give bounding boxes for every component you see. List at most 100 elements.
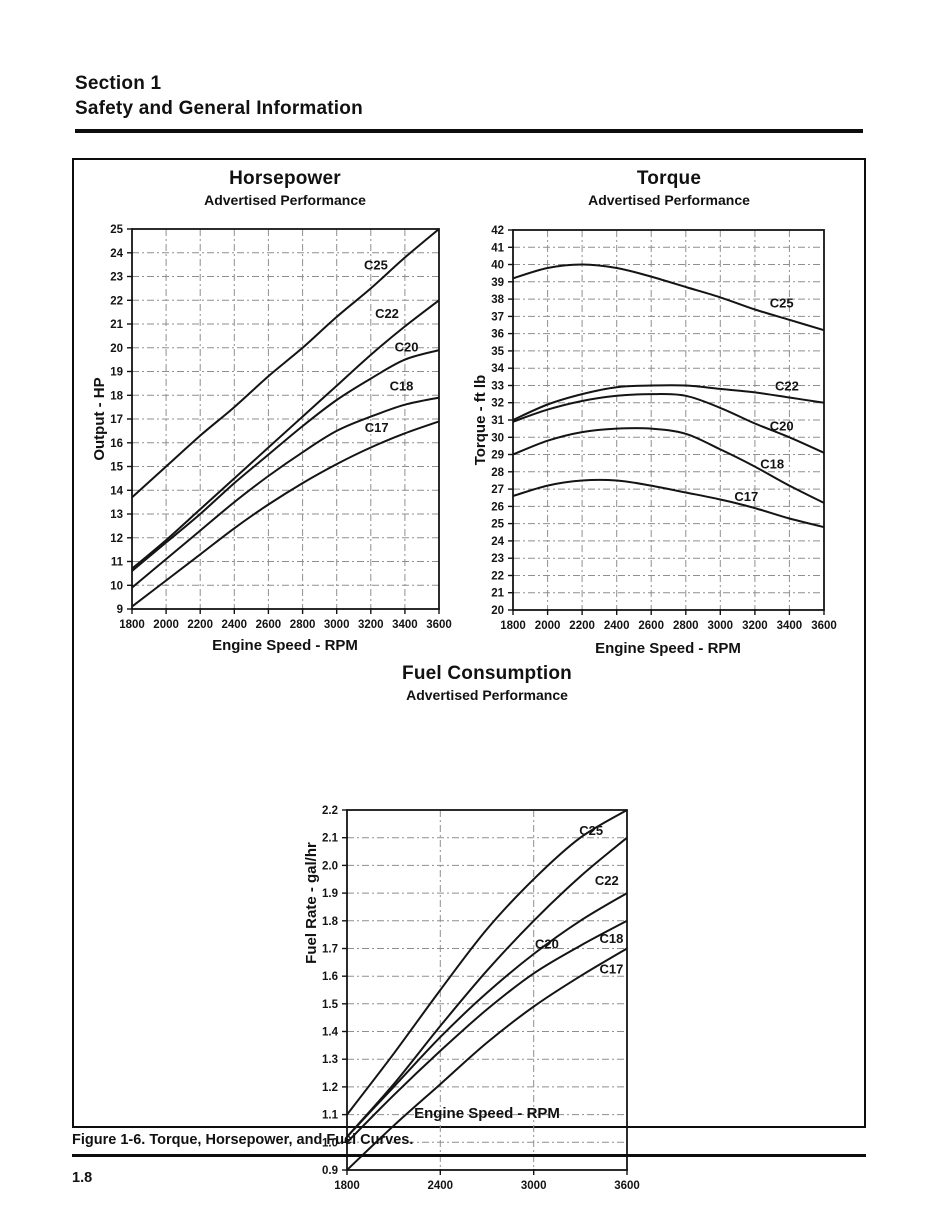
x-tick-label: 1800: [500, 620, 526, 632]
curve-C18: [512, 427, 825, 504]
y-tick-label: 1.0: [322, 1137, 338, 1149]
y-tick-label: 37: [491, 311, 504, 323]
horsepower-title-block: Horsepower Advertised Performance: [135, 168, 435, 208]
torque-title-block: Torque Advertised Performance: [519, 168, 819, 208]
y-tick-label: 1.5: [322, 999, 339, 1011]
x-tick-label: 2200: [569, 620, 595, 632]
curve-C17: [346, 947, 628, 1171]
x-tick-label: 2600: [256, 619, 282, 631]
y-tick-label: 25: [110, 224, 123, 236]
section-title: Safety and General Information: [75, 98, 363, 119]
x-tick-label: 3600: [614, 1180, 640, 1192]
torque-subtitle: Advertised Performance: [588, 192, 750, 208]
fuel-subtitle: Advertised Performance: [406, 687, 568, 703]
y-tick-label: 20: [491, 605, 504, 617]
curve-C22: [131, 299, 440, 570]
page-number: 1.8: [72, 1170, 93, 1186]
y-tick-label: 28: [491, 467, 504, 479]
y-tick-label: 1.2: [322, 1082, 338, 1094]
y-tick-label: 23: [491, 553, 504, 565]
x-tick-label: 3000: [708, 620, 734, 632]
horsepower-x-axis-label: Engine Speed - RPM: [212, 637, 358, 654]
y-tick-label: 35: [491, 346, 504, 358]
y-tick-label: 27: [491, 484, 504, 496]
x-tick-label: 3600: [426, 619, 452, 631]
x-tick-label: 2800: [290, 619, 316, 631]
footer-rule: [72, 1154, 866, 1157]
curve-label-C17: C17: [599, 961, 623, 976]
curve-C18: [131, 396, 440, 589]
y-tick-label: 12: [110, 533, 123, 545]
x-tick-label: 2000: [535, 620, 561, 632]
x-tick-label: 2200: [187, 619, 213, 631]
y-tick-label: 32: [491, 398, 504, 410]
y-tick-label: 24: [110, 248, 123, 260]
y-tick-label: 34: [491, 363, 504, 375]
y-tick-label: 14: [110, 485, 123, 497]
y-tick-label: 19: [110, 367, 123, 379]
curve-label-C18: C18: [390, 379, 414, 394]
x-tick-label: 2400: [604, 620, 630, 632]
curve-C20: [512, 393, 825, 454]
curve-label-C17: C17: [365, 420, 389, 435]
y-tick-label: 22: [110, 295, 123, 307]
curve-label-C20: C20: [535, 937, 559, 952]
fuel-x-axis-label: Engine Speed - RPM: [414, 1105, 560, 1122]
x-tick-label: 3400: [392, 619, 418, 631]
curve-C17: [131, 420, 440, 608]
torque-chart: 20 21 22 23 24 25 26 27 28 29 30 31 32 33 34 35 36 37 38 39…: [491, 225, 837, 632]
y-tick-label: 0.9: [322, 1165, 338, 1177]
curve-C25: [346, 809, 628, 1116]
curve-label-C25: C25: [364, 257, 388, 272]
y-tick-label: 1.4: [322, 1027, 339, 1039]
x-tick-label: 2600: [638, 620, 664, 632]
y-tick-label: 22: [491, 571, 504, 583]
y-tick-label: 23: [110, 272, 123, 284]
x-tick-label: 3400: [777, 620, 803, 632]
curve-label-C18: C18: [760, 456, 784, 471]
y-tick-label: 16: [110, 438, 123, 450]
x-tick-label: 1800: [119, 619, 145, 631]
x-tick-label: 2400: [222, 619, 248, 631]
x-tick-label: 1800: [334, 1180, 360, 1192]
plot-frame: [346, 809, 628, 1171]
y-tick-label: 1.6: [322, 971, 338, 983]
y-tick-label: 1.1: [322, 1110, 339, 1122]
torque-title: Torque: [636, 168, 702, 189]
curve-label-C20: C20: [770, 418, 794, 433]
x-tick-label: 2000: [153, 619, 179, 631]
curve-C22: [512, 384, 825, 421]
y-tick-label: 25: [491, 519, 504, 531]
y-tick-label: 2.1: [322, 833, 339, 845]
y-tick-label: 30: [491, 432, 504, 444]
y-tick-label: 42: [491, 225, 504, 237]
y-tick-label: 29: [491, 450, 504, 462]
curve-C22: [346, 836, 628, 1138]
y-tick-label: 1.8: [322, 916, 339, 928]
y-tick-label: 2.0: [322, 860, 338, 872]
plot-frame: [131, 228, 440, 610]
y-tick-label: 33: [491, 381, 504, 393]
x-tick-label: 2800: [673, 620, 699, 632]
x-tick-label: 3200: [358, 619, 384, 631]
y-tick-label: 21: [491, 588, 504, 600]
x-tick-label: 3200: [742, 620, 768, 632]
y-tick-label: 20: [110, 343, 123, 355]
y-tick-label: 13: [110, 509, 123, 521]
horsepower-title: Horsepower: [229, 168, 341, 189]
section-number: Section 1: [75, 73, 162, 94]
y-tick-label: 2.2: [322, 805, 338, 817]
fuel-title-block: Fuel Consumption Advertised Performance: [337, 663, 637, 703]
x-tick-label: 3000: [521, 1180, 547, 1192]
y-tick-label: 41: [491, 242, 504, 254]
y-tick-label: 40: [491, 260, 504, 272]
curve-label-C17: C17: [734, 489, 758, 504]
y-tick-label: 1.7: [322, 944, 338, 956]
y-tick-label: 10: [110, 580, 123, 592]
curve-C25: [131, 228, 440, 499]
figure-frame: Horsepower Advertised Performance Output…: [72, 158, 866, 1192]
y-tick-label: 11: [111, 557, 124, 569]
y-tick-label: 21: [110, 319, 123, 331]
curve-C18: [346, 919, 628, 1144]
curve-label-C22: C22: [775, 379, 799, 394]
